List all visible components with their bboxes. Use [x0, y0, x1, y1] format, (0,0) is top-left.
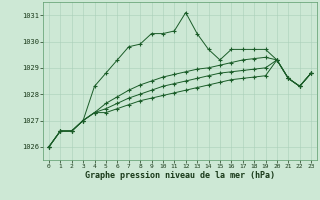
X-axis label: Graphe pression niveau de la mer (hPa): Graphe pression niveau de la mer (hPa) — [85, 171, 275, 180]
